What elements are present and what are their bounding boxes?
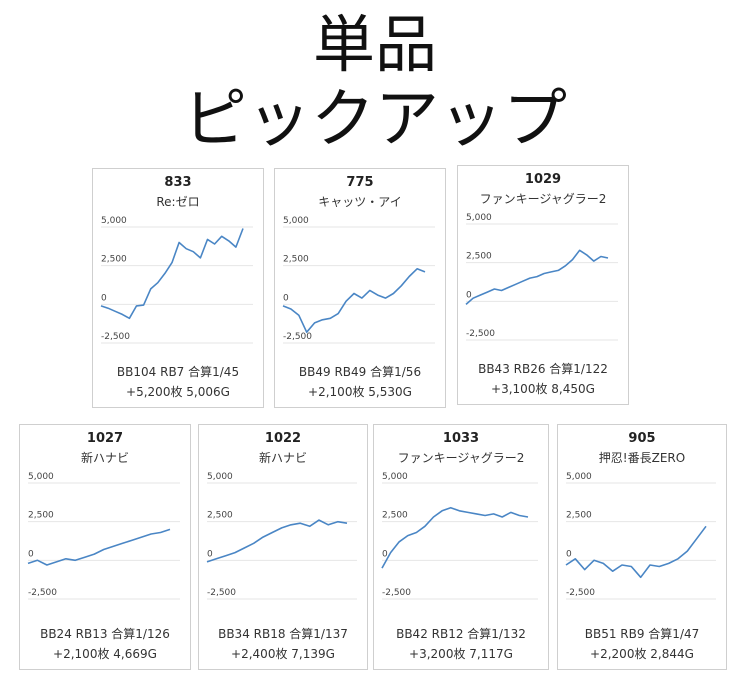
series-line [282, 267, 426, 333]
machine-number: 1033 [442, 431, 480, 446]
y-tick-label: 0 [207, 549, 213, 559]
page-title-line2: ピックアップ [183, 83, 567, 157]
series-line [465, 249, 609, 306]
result-stats: +5,200枚 5,006G [126, 385, 230, 399]
y-tick-label: -2,500 [283, 332, 312, 342]
y-tick-label: 2,500 [101, 255, 127, 265]
y-tick-label: 0 [28, 549, 34, 559]
result-stats: +3,200枚 7,117G [409, 647, 513, 661]
bonus-stats: BB43 RB26 合算1/122 [478, 362, 608, 376]
y-tick-label: 0 [382, 549, 388, 559]
machine-number: 905 [628, 431, 656, 446]
y-tick-label: 0 [283, 293, 289, 303]
line-chart: 5,000 2,500 0 -2,500 [27, 472, 180, 600]
y-tick-label: -2,500 [466, 329, 495, 339]
line-chart: 5,000 2,500 0 -2,500 [465, 213, 618, 341]
chart-card-905: 905 押忍!番長ZERO 5,000 2,500 0 -2,500 BB51 RB9 合算… [557, 424, 727, 670]
machine-number: 1022 [264, 431, 302, 446]
line-chart: 5,000 2,500 0 -2,500 [381, 472, 538, 600]
chart-card-1027: 1027 新ハナビ 5,000 2,500 0 -2,500 BB24 RB13 合算1/1… [19, 424, 191, 670]
y-tick-label: -2,500 [101, 332, 130, 342]
line-chart: 5,000 2,500 0 -2,500 [100, 216, 253, 344]
y-tick-label: 2,500 [283, 255, 309, 265]
machine-name: キャッツ・アイ [318, 195, 402, 209]
machine-name: ファンキージャグラー2 [397, 451, 525, 465]
series-line [381, 506, 529, 569]
y-tick-label: -2,500 [382, 588, 411, 598]
chart-card-1022: 1022 新ハナビ 5,000 2,500 0 -2,500 BB34 RB18 合算1/1… [198, 424, 368, 670]
machine-number: 833 [164, 175, 192, 190]
y-tick-label: 0 [101, 293, 107, 303]
y-tick-label: 5,000 [382, 472, 408, 482]
bonus-stats: BB51 RB9 合算1/47 [584, 627, 700, 641]
machine-name: 新ハナビ [258, 451, 307, 465]
y-tick-label: 5,000 [28, 472, 54, 482]
series-line [100, 228, 244, 320]
page-title-line1: 単品 [312, 8, 437, 81]
y-tick-label: 2,500 [566, 511, 592, 521]
bonus-stats: BB42 RB12 合算1/132 [396, 627, 526, 641]
machine-number: 1029 [524, 172, 562, 187]
bonus-stats: BB49 RB49 合算1/56 [298, 365, 422, 379]
bonus-stats: BB104 RB7 合算1/45 [116, 365, 240, 379]
chart-card-775: 775 キャッツ・アイ 5,000 2,500 0 -2,500 BB49 RB49 合算1… [274, 168, 446, 408]
result-stats: +3,100枚 8,450G [491, 382, 595, 396]
y-tick-label: 2,500 [28, 511, 54, 521]
line-chart: 5,000 2,500 0 -2,500 [282, 216, 435, 344]
line-chart: 5,000 2,500 0 -2,500 [565, 472, 716, 600]
y-tick-label: 2,500 [466, 252, 492, 262]
series-line [27, 528, 171, 566]
bonus-stats: BB34 RB18 合算1/137 [218, 627, 348, 641]
machine-name: 新ハナビ [80, 451, 129, 465]
series-line [565, 525, 707, 579]
result-stats: +2,100枚 5,530G [308, 385, 412, 399]
y-tick-label: 0 [466, 290, 472, 300]
y-tick-label: 5,000 [566, 472, 592, 482]
bonus-stats: BB24 RB13 合算1/126 [40, 627, 170, 641]
machine-number: 1027 [86, 431, 124, 446]
y-tick-label: -2,500 [207, 588, 236, 598]
machine-name: 押忍!番長ZERO [598, 451, 686, 465]
machine-number: 775 [346, 175, 374, 190]
y-tick-label: 2,500 [382, 511, 408, 521]
y-tick-label: 2,500 [207, 511, 233, 521]
y-tick-label: 5,000 [466, 213, 492, 223]
y-tick-label: -2,500 [28, 588, 57, 598]
line-chart: 5,000 2,500 0 -2,500 [206, 472, 357, 600]
series-line [206, 519, 348, 563]
machine-name: ファンキージャグラー2 [479, 192, 607, 206]
machine-name: Re:ゼロ [156, 195, 200, 209]
result-stats: +2,100枚 4,669G [53, 647, 157, 661]
y-tick-label: 5,000 [101, 216, 127, 226]
chart-card-833: 833 Re:ゼロ 5,000 2,500 0 -2,500 BB104 RB7 合算1/4… [92, 168, 264, 408]
y-tick-label: 0 [566, 549, 572, 559]
chart-card-1033: 1033 ファンキージャグラー2 5,000 2,500 0 -2,500 BB42 RB1… [373, 424, 549, 670]
y-tick-label: -2,500 [566, 588, 595, 598]
y-tick-label: 5,000 [283, 216, 309, 226]
result-stats: +2,200枚 2,844G [590, 647, 694, 661]
chart-card-1029: 1029 ファンキージャグラー2 5,000 2,500 0 -2,500 BB43 RB2… [457, 165, 629, 405]
y-tick-label: 5,000 [207, 472, 233, 482]
result-stats: +2,400枚 7,139G [231, 647, 335, 661]
